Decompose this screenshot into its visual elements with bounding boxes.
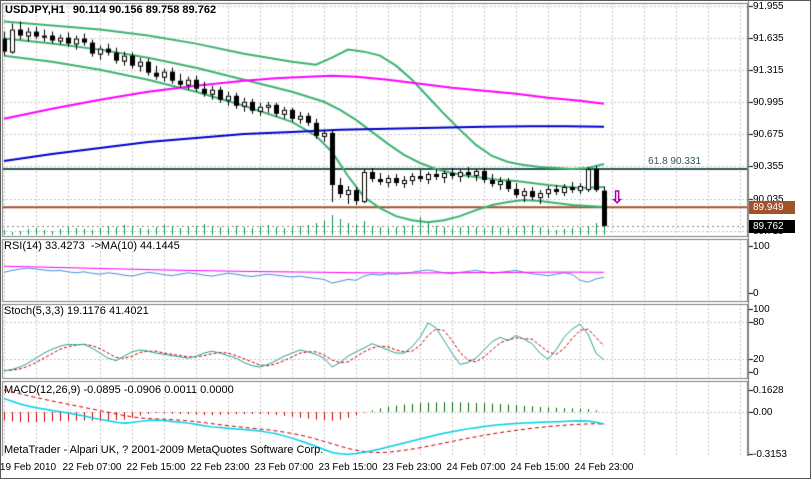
last-price-badge: 89.762	[749, 220, 795, 233]
support-price-badge: 89.949	[749, 201, 795, 214]
price-axis-stoch[interactable]: 100 80 20 0	[748, 302, 810, 379]
time-tick-label: 24 Feb 23:00	[574, 462, 634, 473]
copyright-label: MetaTrader - Alpari UK, ? 2001-2009 Meta…	[4, 444, 324, 456]
rsi-indicator-label: RSI(14) 33.4273 ->MA(10) 44.1445	[4, 240, 180, 252]
axis-tick-label: 90.355	[753, 161, 784, 173]
axis-tick-label: 100	[753, 304, 770, 315]
time-tick-label: 23 Feb 07:00	[254, 462, 314, 473]
axis-tick-label: 91.315	[753, 65, 784, 77]
price-axis-rsi[interactable]: 100 0	[748, 237, 810, 302]
axis-tick-label: -0.3153	[753, 449, 787, 459]
axis-tick-label: 91.955	[753, 1, 784, 12]
stoch-indicator-label: Stoch(5,3,3) 19.1176 41.4021	[4, 305, 149, 317]
fib-level-label: 61.8 90.331	[648, 156, 701, 167]
axis-tick-label: 91.635	[753, 33, 784, 45]
time-tick-label: 24 Feb 07:00	[446, 462, 506, 473]
axis-tick-label: 90.995	[753, 97, 784, 109]
chart-title: USDJPY,H1 90.114 90.156 89.758 89.762	[5, 5, 224, 16]
axis-tick-label: 90.675	[753, 129, 784, 141]
price-axis-macd[interactable]: 0.1628 0.00 -0.3153	[748, 379, 810, 459]
time-tick-label: 24 Feb 15:00	[510, 462, 570, 473]
axis-tick-label: 90.035	[753, 193, 784, 205]
macd-indicator-label: MACD(12,26,9) -0.0895 -0.0906 0.0011 0.0…	[4, 384, 234, 396]
time-tick-label: 22 Feb 23:00	[190, 462, 250, 473]
axis-tick-label: 20	[753, 354, 765, 366]
time-tick-label: 23 Feb 15:00	[318, 462, 378, 473]
axis-tick-label: 0.1628	[753, 385, 784, 397]
axis-tick-label: 0.00	[753, 407, 773, 418]
ohlc-values-label: 90.114 90.156 89.758 89.762	[72, 4, 217, 16]
time-axis[interactable]: 19 Feb 2010 22 Feb 07:00 22 Feb 15:00 22 Fe…	[0, 456, 748, 478]
sell-signal-arrow-icon: ⇩	[610, 188, 625, 207]
axis-tick-label: 80	[753, 316, 765, 328]
symbol-timeframe-label: USDJPY,H1	[5, 4, 65, 16]
time-tick-label: 23 Feb 23:00	[382, 462, 442, 473]
time-tick-label: 19 Feb 2010	[0, 462, 57, 473]
axis-tick-label: 0	[753, 288, 759, 299]
time-tick-label: 22 Feb 07:00	[62, 462, 122, 473]
axis-tick-label: 100	[753, 241, 770, 252]
time-tick-label: 22 Feb 15:00	[126, 462, 186, 473]
axis-tick-label: 0	[753, 367, 759, 378]
